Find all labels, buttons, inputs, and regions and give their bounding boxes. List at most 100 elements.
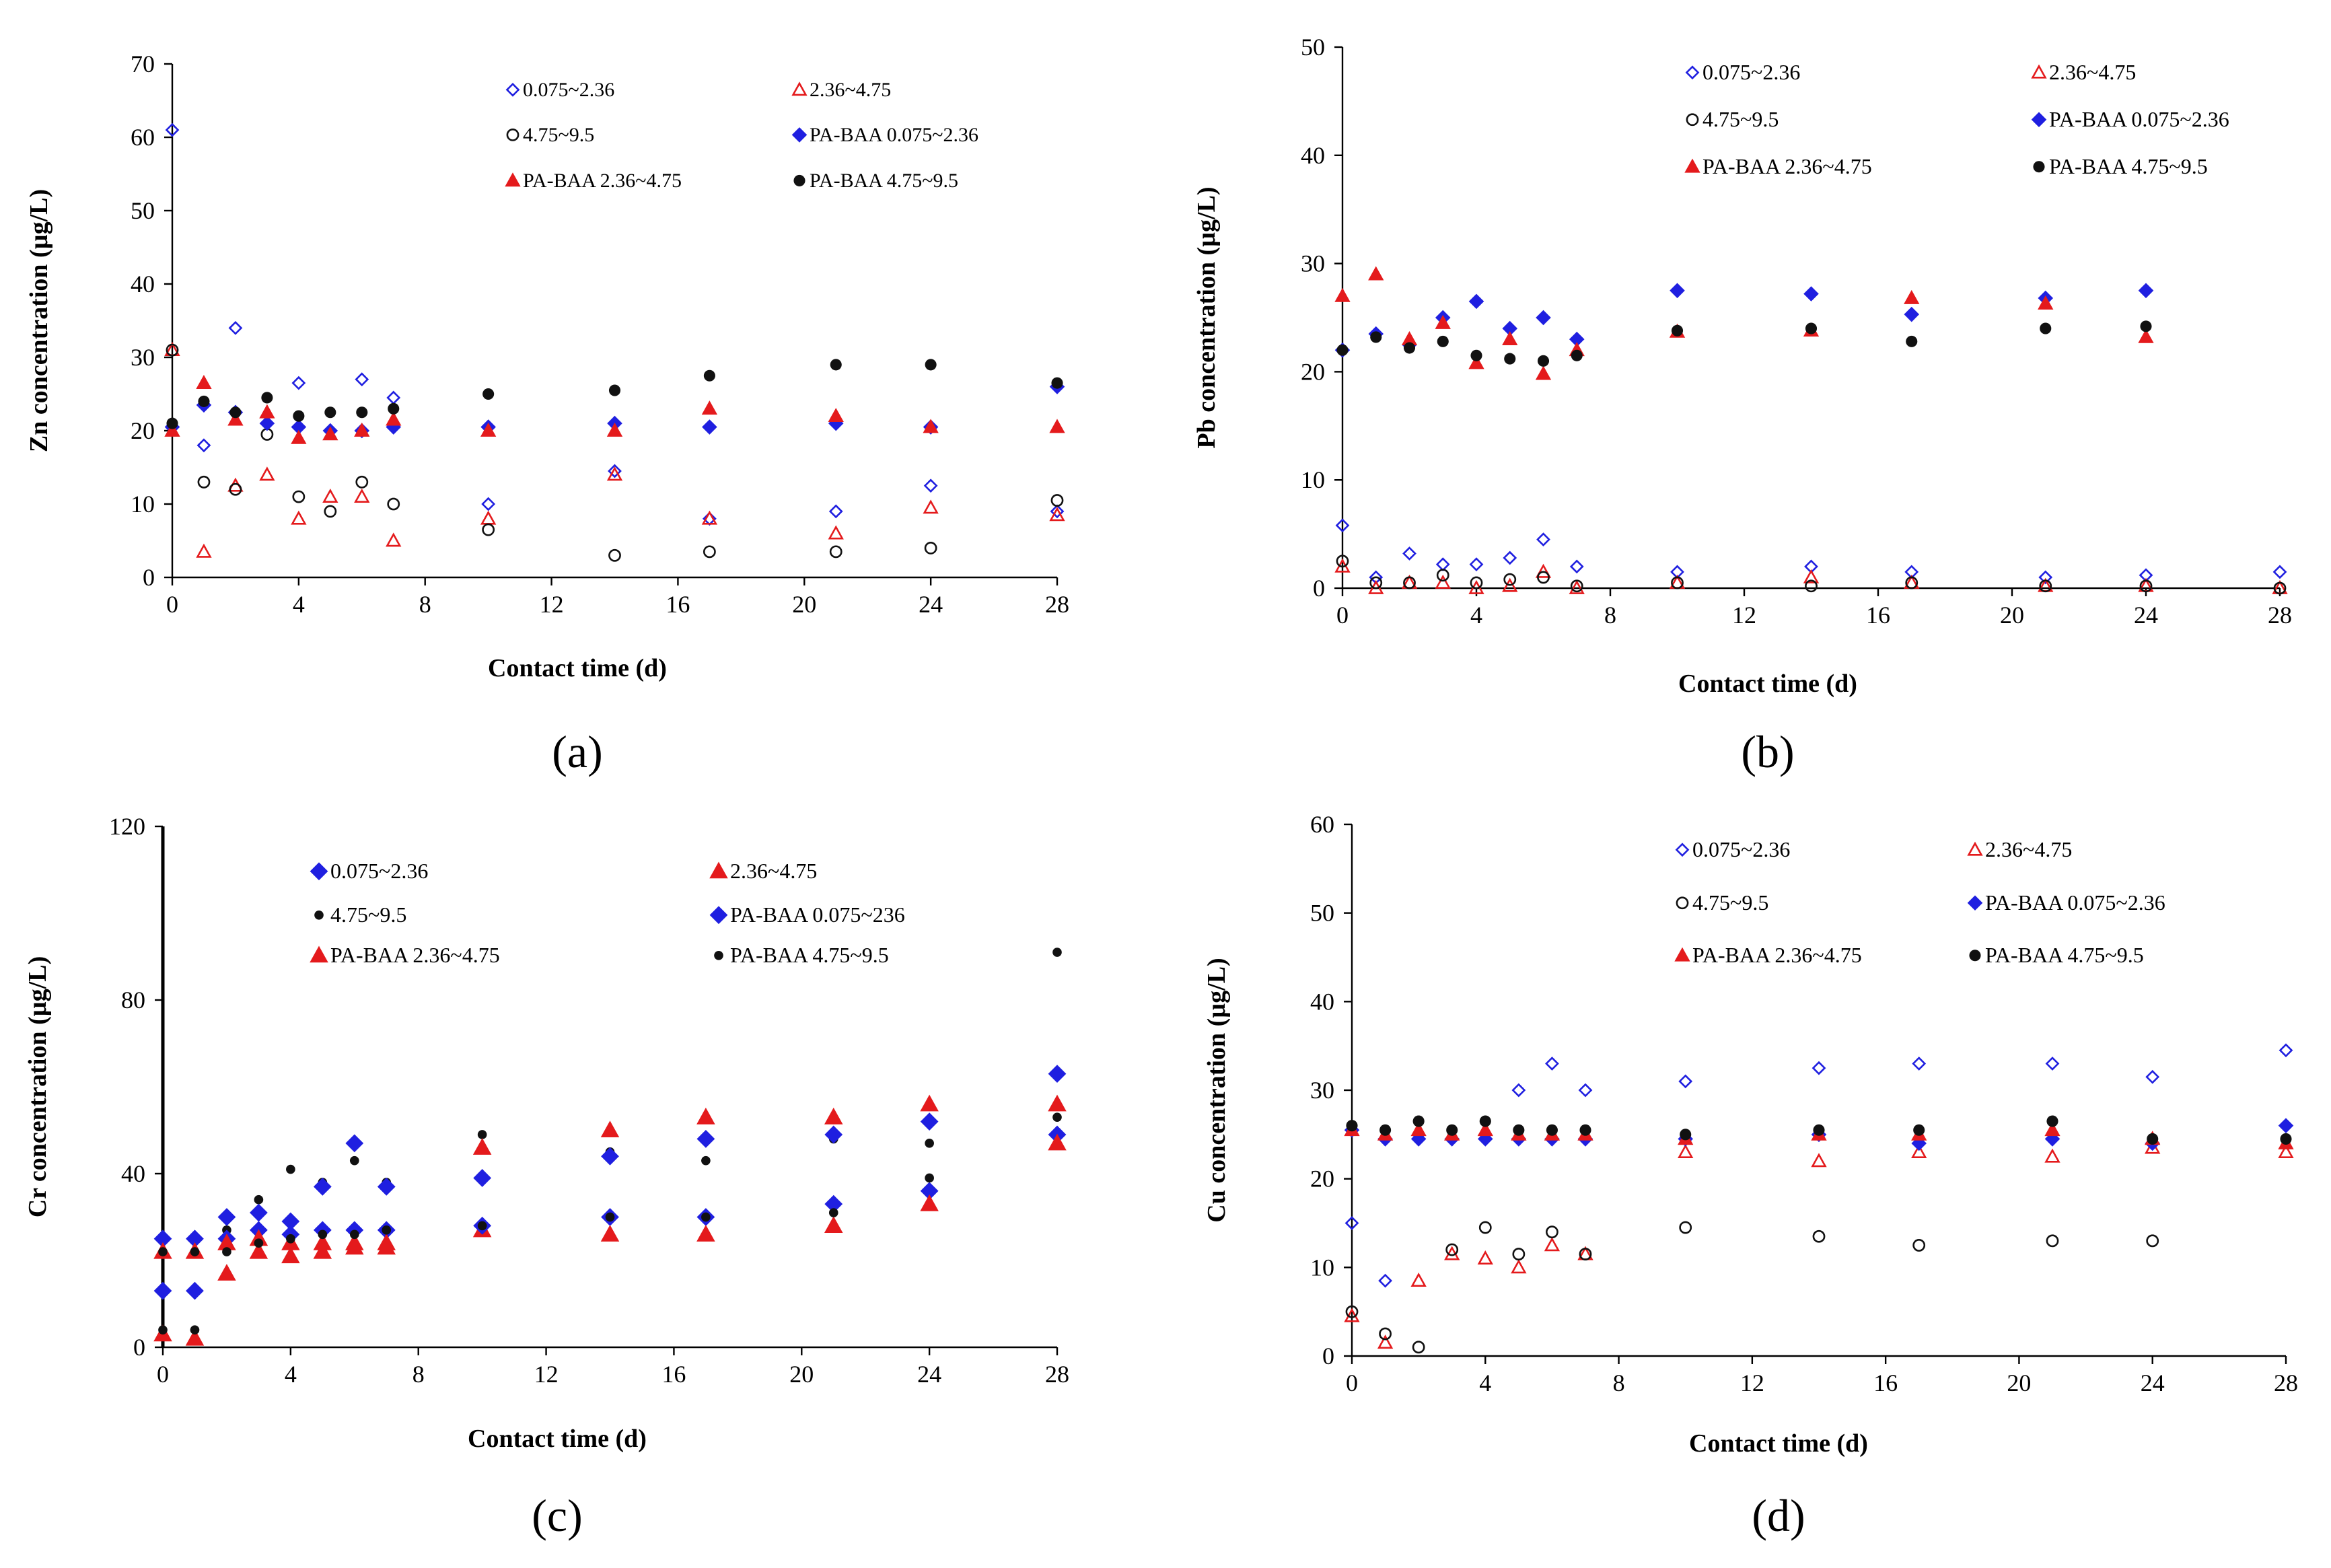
data-point [608, 464, 622, 478]
data-point [196, 438, 211, 453]
legend: 0.075~2.36 2.36~4.75 4.75~9.5 PA-BAA 0.075~… [310, 859, 905, 967]
data-point [1049, 419, 1065, 433]
data-point [355, 372, 369, 387]
x-tick-label: 16 [666, 591, 690, 618]
y-tick-label: 10 [131, 491, 155, 518]
data-point [1911, 1144, 1927, 1159]
y-tick-label: 40 [131, 271, 155, 297]
data-point [1379, 1124, 1392, 1136]
data-point [1412, 1341, 1425, 1354]
data-point [291, 376, 306, 390]
data-point [166, 417, 178, 429]
data-point [1502, 577, 1518, 592]
data-point [313, 1233, 332, 1250]
legend-marker [1676, 896, 1689, 910]
data-point [601, 1147, 619, 1166]
data-point [2279, 1043, 2293, 1058]
x-tick-label: 4 [293, 591, 305, 618]
legend-marker [791, 127, 808, 143]
data-point [1537, 571, 1550, 584]
legend-marker [1685, 65, 1700, 80]
data-point [1048, 1065, 1067, 1083]
data-point [1811, 1153, 1827, 1168]
x-tick-label: 16 [1873, 1369, 1898, 1396]
data-point [158, 1325, 168, 1335]
y-tick-label: 50 [1310, 900, 1334, 927]
y-tick-label: 80 [121, 987, 145, 1013]
data-point [2038, 570, 2053, 585]
data-point [1478, 1221, 1492, 1234]
data-point [1503, 573, 1517, 586]
x-tick-label: 4 [1479, 1369, 1491, 1396]
data-point [1470, 349, 1482, 361]
data-point [828, 525, 844, 540]
data-point [477, 1130, 487, 1139]
data-point [1477, 1250, 1493, 1265]
y-axis-label: Pb concentration (µg/L) [1192, 186, 1221, 448]
data-point [349, 1155, 359, 1166]
data-point [386, 532, 402, 547]
data-point [1377, 1334, 1394, 1349]
legend-label: 4.75~9.5 [523, 124, 594, 146]
legend-label: 4.75~9.5 [330, 902, 406, 927]
y-tick-label: 30 [1301, 250, 1325, 277]
legend-label: 0.075~2.36 [523, 79, 614, 101]
data-point [382, 1225, 392, 1235]
data-point [482, 523, 495, 536]
legend-marker [310, 946, 328, 963]
legend-label: 0.075~2.36 [330, 859, 428, 883]
data-point [828, 408, 844, 423]
data-point [473, 1169, 492, 1187]
y-tick-label: 40 [1310, 988, 1334, 1015]
x-tick-label: 12 [540, 591, 564, 618]
x-tick-label: 24 [2134, 602, 2158, 629]
data-point [477, 1221, 487, 1231]
data-point [1336, 555, 1349, 568]
data-point [196, 543, 212, 558]
data-point [1344, 1216, 1359, 1230]
legend-marker [1686, 113, 1699, 127]
legend-label: 2.36~4.75 [1985, 837, 2072, 861]
data-point [254, 1238, 264, 1248]
data-point [259, 404, 275, 419]
data-point [1571, 349, 1583, 361]
legend-marker [2031, 112, 2047, 128]
data-point [1446, 1124, 1458, 1136]
legend-marker [1967, 895, 1983, 911]
data-point [1913, 1124, 1925, 1136]
data-point [920, 1112, 939, 1131]
data-point [291, 510, 307, 525]
data-point [1403, 576, 1416, 590]
data-point [472, 1138, 492, 1155]
data-point [696, 1107, 715, 1125]
data-point [2038, 295, 2054, 310]
data-point [318, 1230, 328, 1240]
data-point [197, 475, 211, 489]
legend-label: PA-BAA 4.75~9.5 [2049, 154, 2208, 178]
data-point [1912, 1239, 1926, 1252]
data-point [166, 343, 179, 357]
x-tick-label: 28 [2268, 602, 2292, 629]
data-point [293, 410, 305, 422]
data-point [606, 422, 623, 437]
data-point [923, 419, 939, 433]
data-point [190, 1247, 200, 1256]
data-point [1052, 948, 1062, 957]
data-point [1402, 546, 1416, 561]
legend-label: PA-BAA 0.075~2.36 [2049, 107, 2229, 131]
data-point [1410, 1122, 1427, 1137]
data-point [1680, 1129, 1692, 1141]
legend-marker [791, 81, 808, 96]
data-point [2138, 328, 2154, 343]
data-point [1511, 1259, 1527, 1274]
data-point [1906, 335, 1918, 347]
data-point [281, 1246, 300, 1264]
legend-label: 2.36~4.75 [730, 859, 817, 883]
data-point [1911, 1135, 1927, 1151]
x-tick-label: 28 [1045, 1361, 1069, 1388]
x-tick-label: 0 [166, 591, 178, 618]
y-tick-label: 30 [131, 344, 155, 371]
legend: 0.075~2.36 2.36~4.75 4.75~9.5 PA-BAA 0.075~… [1684, 60, 2229, 178]
data-point [291, 429, 307, 444]
data-point [1546, 1225, 1558, 1239]
